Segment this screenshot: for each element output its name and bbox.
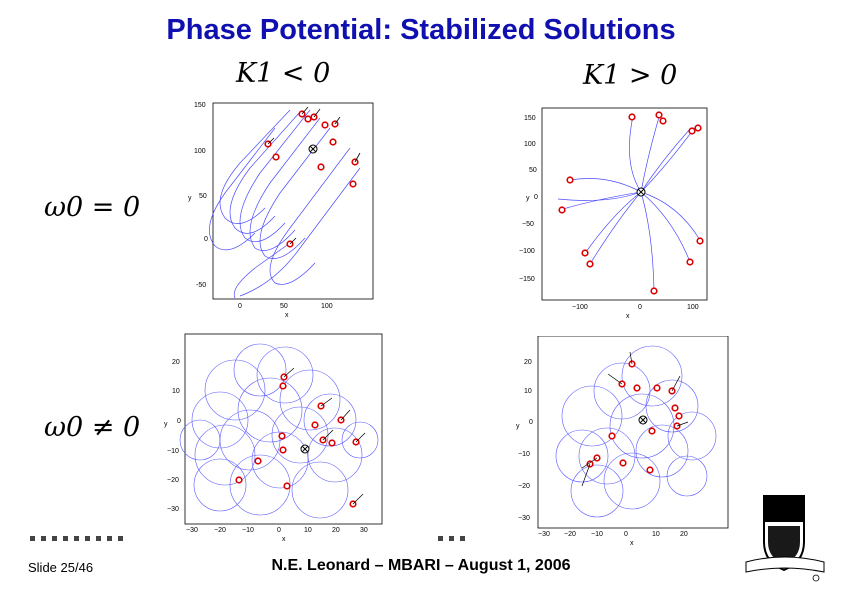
svg-text:−10: −10 [591, 531, 603, 538]
svg-text:0: 0 [238, 303, 242, 310]
svg-text:50: 50 [529, 167, 537, 174]
svg-text:x: x [282, 536, 286, 543]
svg-text:y: y [164, 421, 168, 428]
label-k1-negative: K1 < 0 [236, 58, 330, 89]
svg-text:x: x [630, 540, 634, 547]
svg-text:x: x [285, 312, 289, 319]
svg-text:20: 20 [524, 359, 532, 366]
svg-text:150: 150 [194, 102, 206, 109]
svg-text:50: 50 [280, 303, 288, 310]
label-k1-negative-text: K1 < 0 [236, 58, 331, 89]
svg-text:−30: −30 [518, 515, 530, 522]
svg-text:0: 0 [177, 418, 181, 425]
svg-text:20: 20 [332, 527, 340, 534]
center-marker-icon [636, 187, 646, 197]
svg-text:10: 10 [524, 388, 532, 395]
svg-text:−50: −50 [522, 221, 534, 228]
dotted-divider-left [30, 536, 123, 541]
slide-title: Phase Potential: Stabilized Solutions [166, 14, 676, 46]
svg-text:100: 100 [687, 304, 699, 311]
svg-text:20: 20 [680, 531, 688, 538]
university-seal-logo [745, 495, 825, 582]
svg-text:-50: -50 [196, 282, 206, 289]
svg-text:150: 150 [524, 115, 536, 122]
svg-text:30: 30 [360, 527, 368, 534]
svg-text:100: 100 [524, 141, 536, 148]
svg-text:−10: −10 [518, 451, 530, 458]
svg-text:−150: −150 [519, 276, 535, 283]
svg-text:−100: −100 [572, 304, 588, 311]
svg-text:−20: −20 [564, 531, 576, 538]
svg-text:0: 0 [534, 194, 538, 201]
plot-bottom-left: 20 10 0 −10 −20 −30 −30 −20 −10 0 10 20 30 x y [164, 333, 383, 543]
svg-text:100: 100 [194, 148, 206, 155]
label-omega-zero: ω0 = 0 [44, 192, 140, 223]
svg-text:−20: −20 [518, 483, 530, 490]
label-omega-nonzero-text: ω0 ≠ 0 [44, 412, 141, 443]
svg-text:−30: −30 [186, 527, 198, 534]
svg-text:−30: −30 [167, 506, 179, 513]
plot-top-left: 150 100 50 0 -50 0 50 100 x y [188, 102, 374, 319]
center-marker-icon [300, 444, 310, 454]
label-omega-zero-text: ω0 = 0 [44, 192, 141, 223]
label-omega-nonzero: ω0 ≠ 0 [44, 412, 140, 443]
svg-text:20: 20 [172, 359, 180, 366]
svg-text:−30: −30 [538, 531, 550, 538]
svg-text:100: 100 [321, 303, 333, 310]
svg-text:10: 10 [652, 531, 660, 538]
svg-text:0: 0 [638, 304, 642, 311]
svg-text:x: x [626, 313, 630, 320]
svg-text:0: 0 [277, 527, 281, 534]
plot-bottom-right: 20 10 0 −10 −20 −30 −30 −20 −10 0 10 20 x y [516, 336, 729, 547]
footer-text: N.E. Leonard – MBARI – August 1, 2006 [271, 557, 571, 574]
svg-text:−100: −100 [519, 248, 535, 255]
plot-top-right: 150 100 50 0 −50 −100 −150 −100 0 100 x y [519, 107, 708, 320]
svg-text:0: 0 [204, 236, 208, 243]
svg-text:0: 0 [624, 531, 628, 538]
svg-text:y: y [526, 195, 530, 202]
svg-text:y: y [188, 195, 192, 202]
dotted-divider-mid [438, 536, 465, 541]
svg-text:0: 0 [529, 419, 533, 426]
svg-text:−10: −10 [242, 527, 254, 534]
svg-text:−20: −20 [167, 477, 179, 484]
svg-text:10: 10 [172, 388, 180, 395]
svg-text:10: 10 [304, 527, 312, 534]
svg-text:y: y [516, 423, 520, 430]
svg-text:−20: −20 [214, 527, 226, 534]
svg-text:−10: −10 [167, 448, 179, 455]
center-marker-icon [638, 415, 648, 425]
slide-number: Slide 25/46 [28, 560, 94, 575]
label-k1-positive-text: K1 > 0 [583, 60, 678, 91]
svg-text:50: 50 [199, 193, 207, 200]
center-marker-icon [308, 144, 318, 154]
label-k1-positive: K1 > 0 [583, 60, 677, 91]
